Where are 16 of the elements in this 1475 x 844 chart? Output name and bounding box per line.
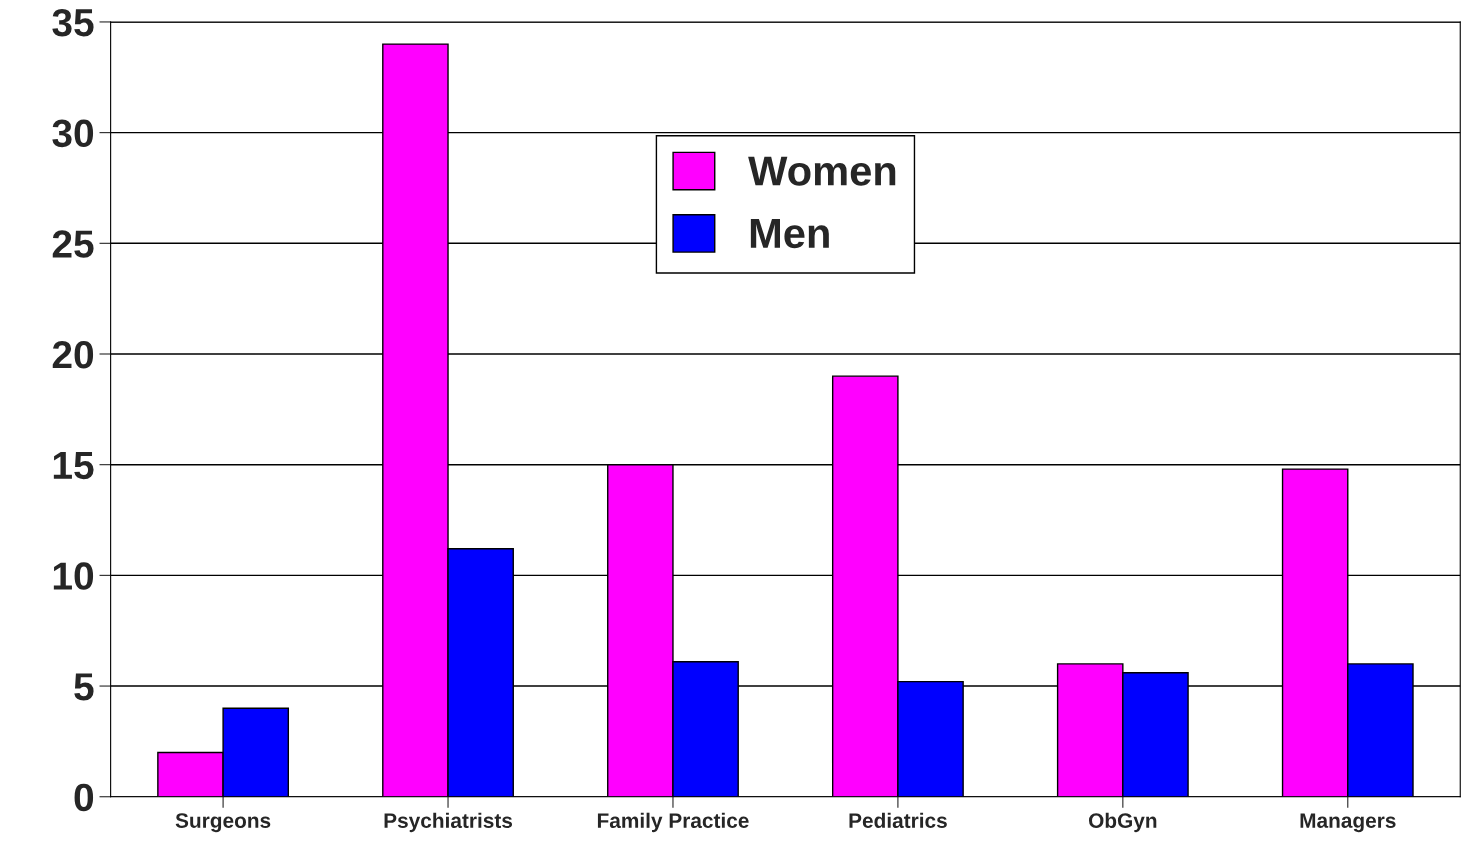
y-tick-label: 30 bbox=[52, 119, 94, 148]
x-tick-label: Pediatrics bbox=[849, 812, 947, 829]
x-tick-label: Surgeons bbox=[175, 813, 271, 833]
y-tick-label: 35 bbox=[52, 8, 94, 37]
x-tick-label: ObGyn bbox=[1088, 812, 1157, 833]
y-tick-label: 0 bbox=[74, 783, 94, 812]
y-tick-label: 15 bbox=[53, 452, 94, 480]
x-tick-label: Managers bbox=[1300, 813, 1396, 833]
y-tick-label: 5 bbox=[74, 673, 94, 701]
legend-label: Men bbox=[750, 219, 829, 249]
x-tick-label: Psychiatrists bbox=[384, 812, 513, 833]
legend-label: Women bbox=[748, 156, 896, 186]
y-tick-label: 20 bbox=[52, 340, 94, 369]
y-tick-label: 10 bbox=[53, 562, 94, 590]
x-tick-label: Family Practice bbox=[597, 812, 749, 833]
y-tick-label: 25 bbox=[52, 230, 94, 258]
